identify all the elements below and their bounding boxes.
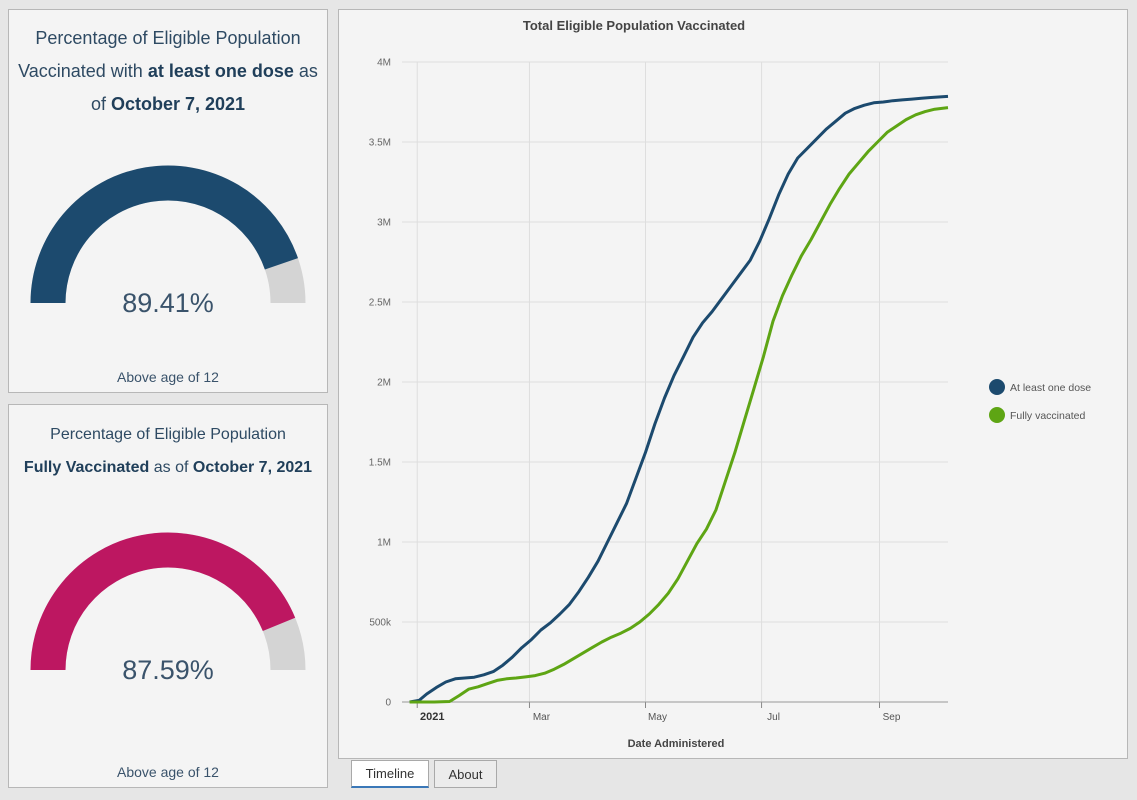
x-tick-label: Jul — [767, 712, 780, 723]
legend-item-fully-vaccinated[interactable]: Fully vaccinated — [989, 407, 1085, 423]
gauge-footer: Above age of 12 — [117, 764, 219, 780]
gauge-title-text: Percentage of Eligible Population Vaccin… — [18, 28, 301, 81]
y-tick-label: 2.5M — [369, 298, 391, 309]
gauge-panel-at-least-one-dose: Percentage of Eligible Population Vaccin… — [8, 9, 328, 393]
chart-axes: 0 500k 1M 1.5M 2M 2.5M 3M 3.5M 4M 2021 Mar May Jul Se… — [369, 58, 948, 723]
line-chart-panel: Total Eligible Population Vaccinated 0 50… — [338, 9, 1128, 759]
line-chart[interactable]: Total Eligible Population Vaccinated 0 50… — [339, 10, 1129, 760]
y-tick-label: 0 — [385, 698, 391, 709]
y-tick-label: 1.5M — [369, 458, 391, 469]
gauge-title-date: October 7, 2021 — [110, 94, 246, 114]
x-axis-title: Date Administered — [628, 738, 725, 750]
gauge-value: 87.59% — [122, 655, 214, 685]
gauge-title-fully-vaccinated: Percentage of Eligible Population Fully … — [15, 418, 321, 484]
y-tick-label: 1M — [377, 538, 391, 549]
gauge-title-date: October 7, 2021 — [192, 459, 313, 476]
gauge-title-text: Percentage of Eligible Population — [50, 426, 286, 443]
gauge-title-text: as of — [149, 459, 193, 476]
y-tick-label: 500k — [369, 618, 392, 629]
gauge-title-emphasis: Fully Vaccinated — [23, 459, 150, 476]
gauge-panel-fully-vaccinated: Percentage of Eligible Population Fully … — [8, 404, 328, 788]
gauge-fill — [30, 165, 298, 304]
gauge-value: 89.41% — [122, 288, 214, 318]
gauge-chart-at-least-one-dose — [30, 165, 306, 304]
gauge-title-text: as of — [90, 61, 318, 114]
x-tick-label: Mar — [533, 712, 551, 723]
gauge-title-emphasis: at least one dose — [147, 61, 294, 81]
series-line-fully-vaccinated[interactable] — [409, 106, 949, 704]
gauge-fill — [30, 532, 296, 671]
y-tick-label: 2M — [377, 378, 391, 389]
chart-series — [409, 94, 949, 704]
legend-label: Fully vaccinated — [1010, 410, 1085, 422]
x-tick-label: 2021 — [420, 711, 444, 723]
legend-swatch — [989, 379, 1005, 395]
legend-label: At least one dose — [1010, 382, 1091, 394]
chart-title: Total Eligible Population Vaccinated — [523, 18, 745, 33]
tab-about[interactable]: About — [434, 760, 497, 788]
legend-item-at-least-one-dose[interactable]: At least one dose — [989, 379, 1091, 395]
gauge-chart-fully-vaccinated — [30, 532, 306, 671]
tab-timeline[interactable]: Timeline — [351, 760, 429, 788]
legend-swatch — [989, 407, 1005, 423]
gauge-footer: Above age of 12 — [117, 369, 219, 385]
chart-legend[interactable]: At least one dose Fully vaccinated — [989, 379, 1091, 423]
x-tick-label: Sep — [883, 712, 901, 723]
chart-gridlines — [402, 61, 948, 703]
y-tick-label: 3M — [377, 218, 391, 229]
x-tick-label: May — [648, 712, 667, 723]
y-tick-label: 4M — [377, 58, 391, 69]
y-tick-label: 3.5M — [369, 138, 391, 149]
series-line-at-least-one-dose[interactable] — [409, 94, 949, 704]
gauge-title-at-least-one-dose: Percentage of Eligible Population Vaccin… — [15, 22, 321, 121]
